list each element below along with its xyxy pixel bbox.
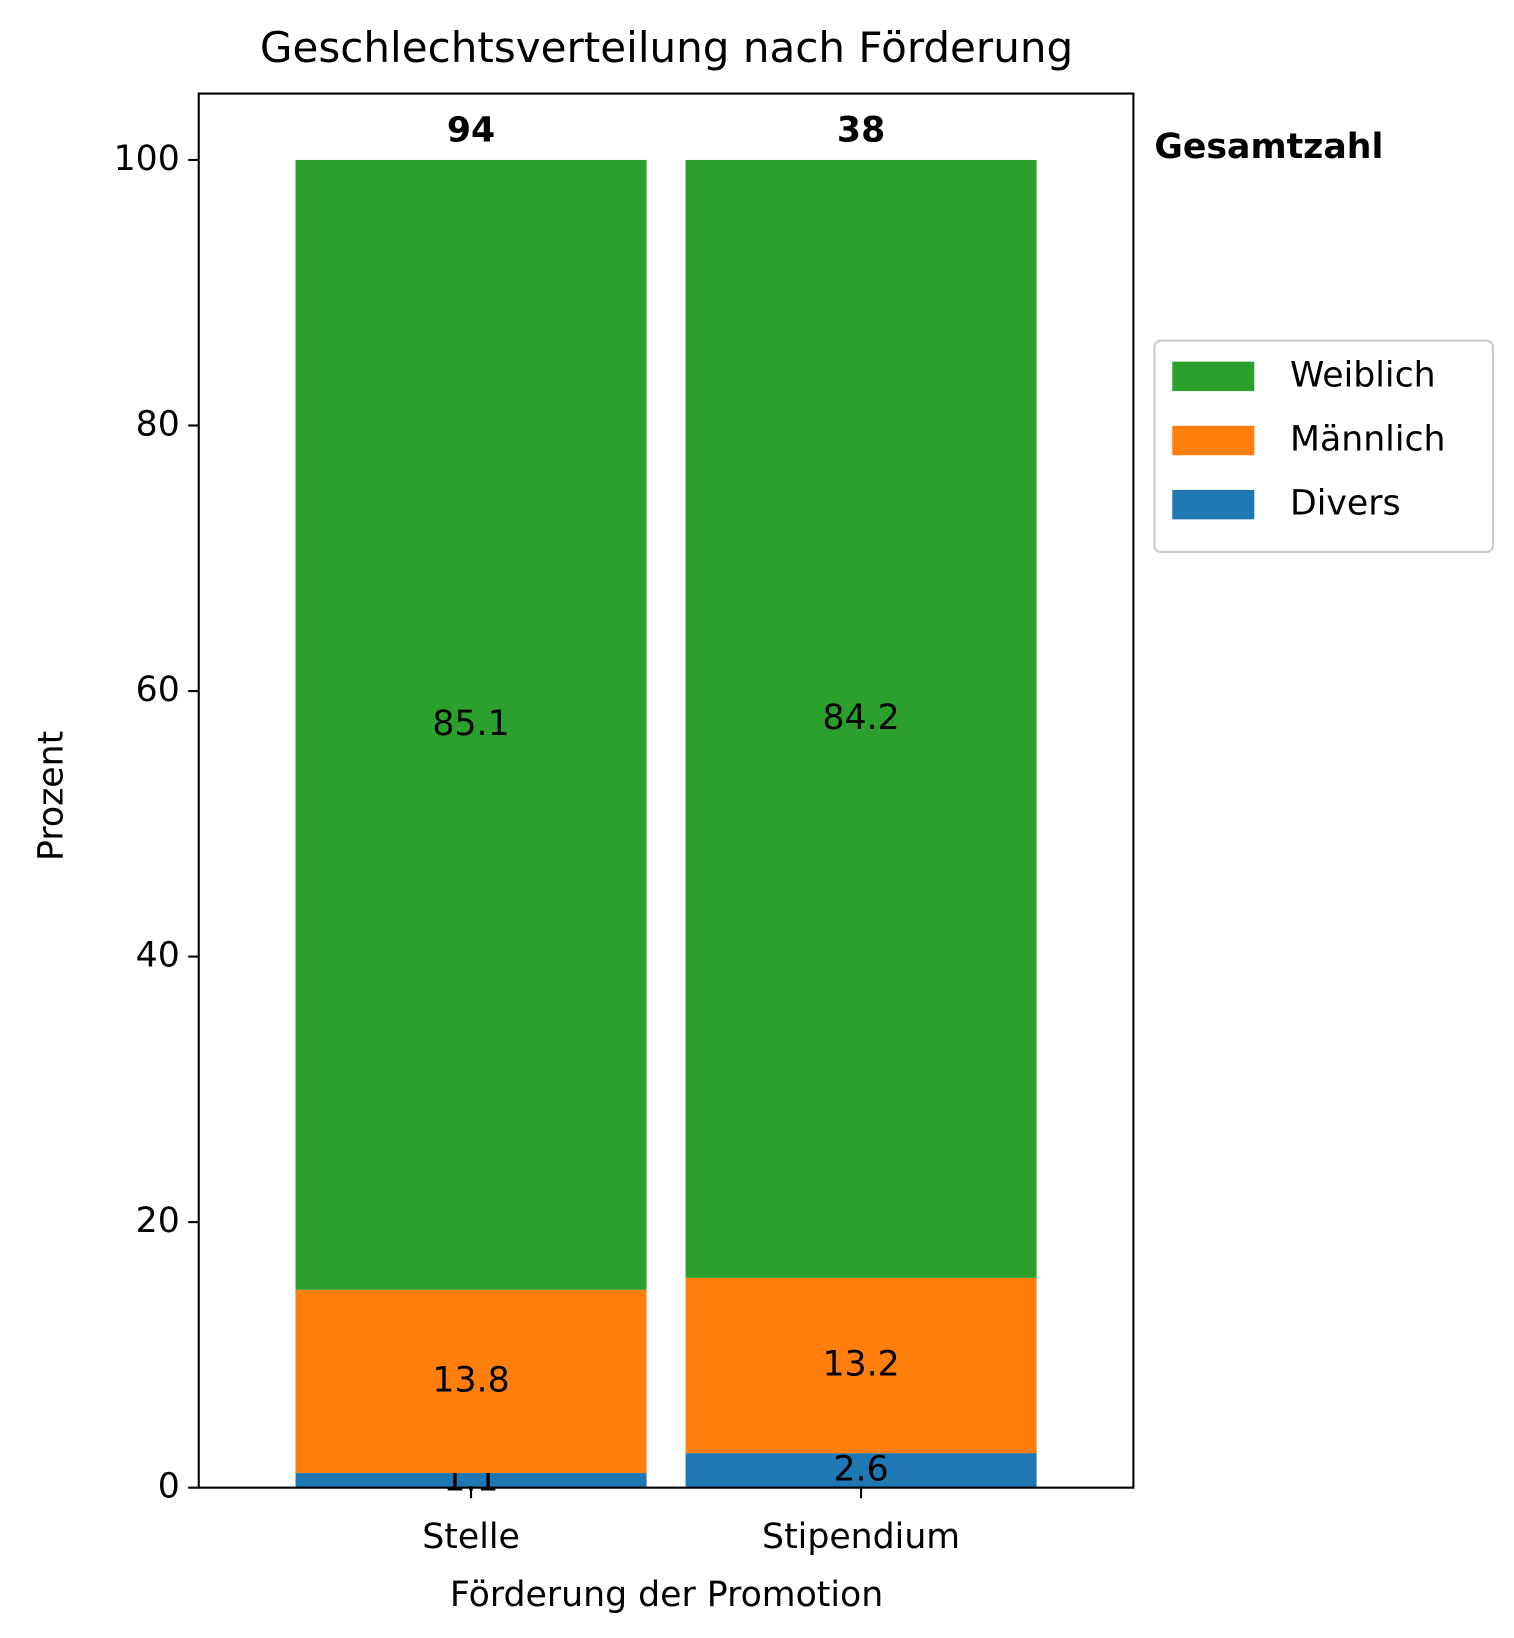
value-label: 2.6 [833,1449,888,1489]
value-label: 13.2 [822,1345,899,1385]
legend-label: Divers [1290,484,1401,524]
y-tick-label: 40 [136,936,180,976]
legend-label: Männlich [1290,420,1445,460]
y-tick-label: 0 [158,1467,180,1507]
value-label: 84.2 [822,698,899,738]
legend-swatch [1172,425,1255,456]
chart-title: Geschlechtsverteilung nach Förderung [260,23,1073,72]
y-tick-label: 60 [136,670,180,710]
value-label: 85.1 [432,704,509,744]
legend-swatch [1172,489,1255,520]
y-tick-label: 20 [136,1201,180,1241]
bar-segment [685,1277,1037,1454]
bar-segment [295,1289,647,1474]
x-axis-label: Förderung der Promotion [450,1575,883,1615]
y-tick-label: 100 [114,139,180,179]
total-label: 94 [447,111,495,151]
y-tick-label: 80 [136,404,180,444]
legend-swatch [1172,361,1255,392]
bar-segment [685,1453,1037,1488]
bar-segment [295,159,647,1290]
x-tick-label: Stipendium [762,1517,960,1557]
bar-segment [685,159,1037,1278]
x-tick-label: Stelle [422,1517,520,1557]
y-axis-label: Prozent [32,731,72,861]
value-label: 13.8 [432,1360,509,1400]
legend-label: Weiblich [1290,355,1436,395]
totals-label: Gesamtzahl [1154,127,1383,167]
total-label: 38 [837,111,885,151]
plot-frame [197,92,1135,1489]
bar-segment [295,1473,647,1488]
